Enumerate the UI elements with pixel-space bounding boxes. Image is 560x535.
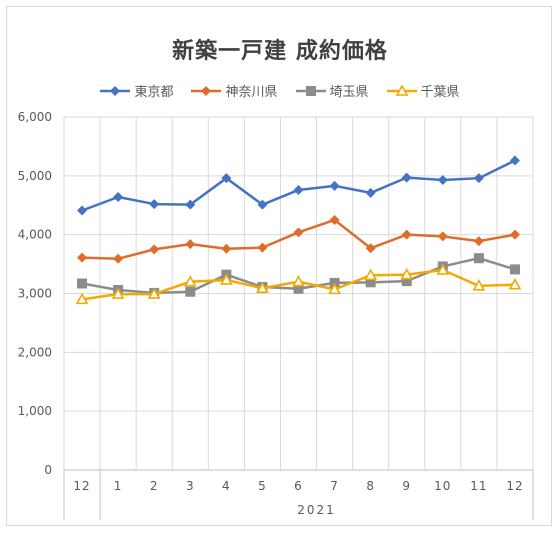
x-tick-label: 12: [73, 479, 90, 493]
legend-item: 千葉県: [386, 81, 460, 100]
data-point: [77, 252, 88, 263]
x-tick-label: 2: [150, 479, 159, 493]
legend-item: 神奈川県: [191, 81, 278, 100]
x-tick-label: 4: [222, 479, 231, 493]
data-point: [149, 244, 160, 255]
data-point: [473, 253, 484, 264]
y-tick-label: 5,000: [18, 169, 52, 183]
legend-label: 東京都: [134, 85, 174, 100]
legend-item: 埼玉県: [295, 81, 369, 100]
data-point: [113, 192, 124, 203]
data-point: [149, 199, 160, 210]
data-point: [473, 173, 484, 184]
y-tick-label: 4,000: [18, 228, 52, 242]
x-tick-label: 5: [258, 479, 267, 493]
data-point: [401, 276, 412, 287]
data-point: [257, 242, 268, 253]
data-point: [472, 279, 486, 291]
data-point: [185, 286, 196, 297]
x-tick-label: 8: [366, 479, 375, 493]
data-point: [436, 263, 450, 275]
data-point: [292, 275, 305, 287]
data-point: [473, 236, 484, 247]
data-point: [77, 278, 88, 289]
chart-title: 新築一戸建 成約価格: [172, 39, 388, 64]
legend-label: 千葉県: [420, 85, 460, 100]
data-point: [508, 278, 522, 290]
data-point: [147, 287, 161, 299]
legend: 東京都 神奈川県 埼玉県 千葉県: [7, 81, 553, 100]
data-point: [365, 277, 376, 288]
x-tick-label: 9: [402, 479, 411, 493]
data-point: [113, 253, 124, 264]
data-point: [401, 172, 412, 183]
data-point: [329, 180, 340, 191]
legend-label: 埼玉県: [329, 85, 369, 100]
data-point: [221, 173, 232, 184]
legend-swatch: [386, 84, 417, 96]
y-tick-label: 1,000: [18, 404, 52, 418]
x-tick-label: 10: [434, 479, 451, 493]
data-point: [437, 174, 448, 185]
series-東京都: [77, 155, 520, 216]
data-point: [509, 229, 520, 240]
y-tick-label: 3,000: [18, 287, 52, 301]
data-point: [183, 275, 197, 287]
data-point: [328, 282, 341, 295]
x-tick-label: 11: [470, 479, 487, 493]
data-point: [185, 239, 196, 250]
data-point: [221, 243, 232, 254]
y-tick-label: 6,000: [18, 110, 52, 124]
data-point: [257, 199, 268, 210]
data-point: [364, 268, 378, 281]
x-tick-label: 3: [186, 479, 195, 493]
legend-label: 神奈川県: [225, 85, 278, 100]
data-point: [509, 264, 520, 275]
y-tick-label: 0: [44, 463, 52, 477]
y-tick-label: 2,000: [18, 345, 52, 359]
series-line: [81, 218, 516, 261]
data-point: [400, 268, 414, 280]
data-point: [509, 155, 520, 166]
x-tick-label: 1: [114, 479, 123, 493]
data-point: [401, 229, 412, 240]
data-point: [329, 214, 340, 225]
x-tick-label: 12: [506, 479, 523, 493]
data-point: [185, 199, 196, 210]
data-point: [219, 273, 233, 285]
x-group-label: 2021: [297, 503, 336, 517]
data-point: [365, 187, 376, 198]
legend-swatch: [191, 85, 222, 96]
legend-swatch: [100, 85, 131, 96]
data-point: [365, 243, 376, 254]
series-神奈川県: [77, 214, 520, 264]
data-point: [293, 283, 304, 294]
data-point: [293, 184, 304, 195]
legend-swatch: [295, 85, 326, 96]
data-point: [111, 287, 125, 299]
data-point: [437, 231, 448, 242]
series-千葉県: [75, 263, 522, 305]
legend-item: 東京都: [100, 81, 173, 100]
x-tick-label: 7: [330, 479, 339, 493]
data-point: [75, 292, 89, 305]
data-point: [77, 205, 88, 216]
x-tick-label: 6: [294, 479, 303, 493]
data-point: [293, 227, 304, 238]
data-point: [256, 281, 269, 294]
